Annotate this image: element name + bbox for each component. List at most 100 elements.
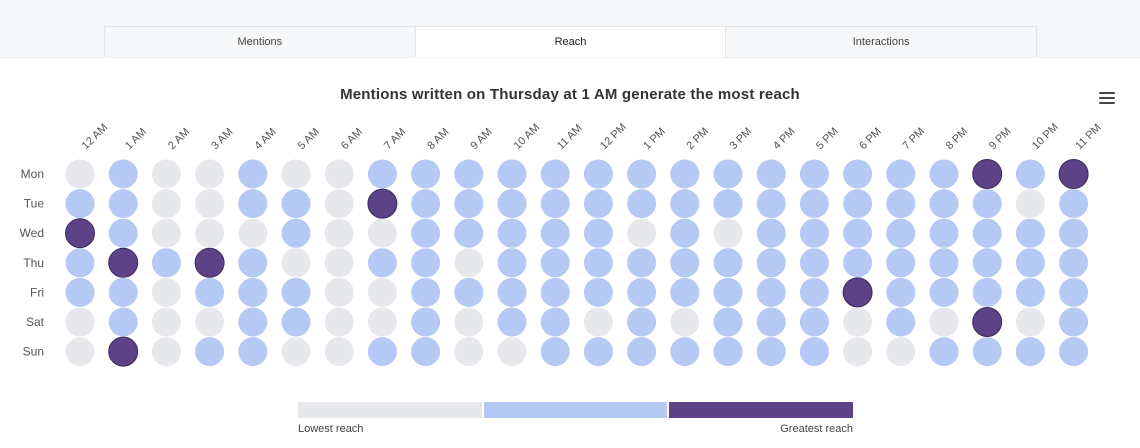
heatmap-cell[interactable] — [238, 277, 268, 307]
heatmap-cell[interactable] — [411, 277, 441, 307]
heatmap-cell[interactable] — [367, 248, 397, 278]
heatmap-cell[interactable] — [324, 248, 354, 278]
heatmap-cell[interactable] — [281, 337, 311, 367]
heatmap-cell[interactable] — [497, 218, 527, 248]
heatmap-cell[interactable] — [713, 159, 743, 189]
heatmap-cell[interactable] — [281, 218, 311, 248]
heatmap-cell[interactable] — [65, 248, 95, 278]
heatmap-cell[interactable] — [238, 159, 268, 189]
heatmap-cell[interactable] — [195, 189, 225, 219]
heatmap-cell[interactable] — [454, 277, 484, 307]
heatmap-cell[interactable] — [1015, 218, 1045, 248]
heatmap-cell[interactable] — [756, 337, 786, 367]
heatmap-cell[interactable] — [497, 159, 527, 189]
heatmap-cell[interactable] — [454, 337, 484, 367]
heatmap-cell[interactable] — [195, 277, 225, 307]
heatmap-cell[interactable] — [108, 189, 138, 219]
heatmap-cell[interactable] — [238, 189, 268, 219]
heatmap-cell[interactable] — [713, 307, 743, 337]
heatmap-cell[interactable] — [1015, 189, 1045, 219]
heatmap-cell[interactable] — [972, 218, 1002, 248]
heatmap-cell[interactable] — [886, 218, 916, 248]
heatmap-cell[interactable] — [929, 218, 959, 248]
heatmap-cell[interactable] — [497, 307, 527, 337]
heatmap-cell[interactable] — [627, 337, 657, 367]
heatmap-cell[interactable] — [756, 159, 786, 189]
heatmap-cell[interactable] — [108, 307, 138, 337]
heatmap-cell[interactable] — [670, 307, 700, 337]
heatmap-cell[interactable] — [540, 277, 570, 307]
heatmap-cell[interactable] — [108, 218, 138, 248]
heatmap-cell[interactable] — [929, 248, 959, 278]
tab-reach[interactable]: Reach — [414, 27, 726, 57]
heatmap-cell[interactable] — [65, 218, 95, 249]
heatmap-cell[interactable] — [367, 277, 397, 307]
heatmap-cell[interactable] — [367, 218, 397, 248]
heatmap-cell[interactable] — [151, 277, 181, 307]
heatmap-cell[interactable] — [583, 337, 613, 367]
heatmap-cell[interactable] — [583, 159, 613, 189]
heatmap-cell[interactable] — [886, 189, 916, 219]
heatmap-cell[interactable] — [367, 307, 397, 337]
heatmap-cell[interactable] — [929, 307, 959, 337]
heatmap-cell[interactable] — [886, 159, 916, 189]
heatmap-cell[interactable] — [799, 277, 829, 307]
heatmap-cell[interactable] — [238, 218, 268, 248]
heatmap-cell[interactable] — [670, 159, 700, 189]
heatmap-cell[interactable] — [972, 248, 1002, 278]
heatmap-cell[interactable] — [540, 337, 570, 367]
heatmap-cell[interactable] — [756, 189, 786, 219]
heatmap-cell[interactable] — [583, 307, 613, 337]
heatmap-cell[interactable] — [411, 189, 441, 219]
heatmap-cell[interactable] — [886, 337, 916, 367]
heatmap-cell[interactable] — [411, 218, 441, 248]
heatmap-cell[interactable] — [929, 337, 959, 367]
heatmap-cell[interactable] — [843, 307, 873, 337]
heatmap-cell[interactable] — [151, 189, 181, 219]
heatmap-cell[interactable] — [929, 159, 959, 189]
heatmap-cell[interactable] — [972, 189, 1002, 219]
heatmap-cell[interactable] — [151, 218, 181, 248]
heatmap-cell[interactable] — [1059, 277, 1089, 307]
heatmap-cell[interactable] — [1059, 307, 1089, 337]
heatmap-cell[interactable] — [843, 248, 873, 278]
tab-mentions[interactable]: Mentions — [105, 27, 415, 57]
heatmap-cell[interactable] — [583, 218, 613, 248]
heatmap-cell[interactable] — [108, 336, 139, 367]
heatmap-cell[interactable] — [454, 218, 484, 248]
heatmap-cell[interactable] — [454, 248, 484, 278]
heatmap-cell[interactable] — [281, 307, 311, 337]
heatmap-cell[interactable] — [65, 159, 95, 189]
heatmap-cell[interactable] — [238, 248, 268, 278]
heatmap-cell[interactable] — [886, 307, 916, 337]
heatmap-cell[interactable] — [583, 189, 613, 219]
heatmap-cell[interactable] — [799, 189, 829, 219]
heatmap-cell[interactable] — [843, 189, 873, 219]
heatmap-cell[interactable] — [713, 189, 743, 219]
heatmap-cell[interactable] — [497, 277, 527, 307]
heatmap-cell[interactable] — [627, 218, 657, 248]
heatmap-cell[interactable] — [195, 337, 225, 367]
heatmap-cell[interactable] — [324, 189, 354, 219]
heatmap-cell[interactable] — [1059, 218, 1089, 248]
hamburger-menu-icon[interactable] — [1099, 92, 1115, 105]
heatmap-cell[interactable] — [670, 248, 700, 278]
heatmap-cell[interactable] — [151, 307, 181, 337]
heatmap-cell[interactable] — [324, 307, 354, 337]
heatmap-cell[interactable] — [799, 337, 829, 367]
heatmap-cell[interactable] — [281, 189, 311, 219]
heatmap-cell[interactable] — [1015, 337, 1045, 367]
heatmap-cell[interactable] — [627, 159, 657, 189]
heatmap-cell[interactable] — [756, 218, 786, 248]
heatmap-cell[interactable] — [756, 277, 786, 307]
heatmap-cell[interactable] — [151, 159, 181, 189]
heatmap-cell[interactable] — [799, 218, 829, 248]
heatmap-cell[interactable] — [842, 277, 873, 308]
heatmap-cell[interactable] — [713, 337, 743, 367]
heatmap-cell[interactable] — [843, 159, 873, 189]
heatmap-cell[interactable] — [1015, 277, 1045, 307]
heatmap-cell[interactable] — [627, 248, 657, 278]
heatmap-cell[interactable] — [324, 277, 354, 307]
heatmap-cell[interactable] — [670, 218, 700, 248]
heatmap-cell[interactable] — [1059, 189, 1089, 219]
